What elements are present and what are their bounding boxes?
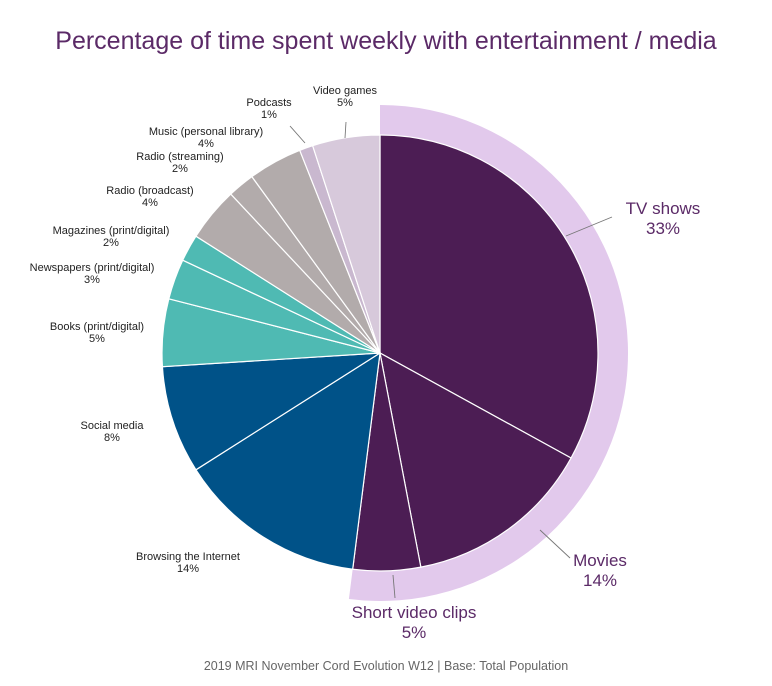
slice-value-label: 5% [337,97,353,109]
slice-label: Social media [81,420,145,432]
slice-label: Podcasts [246,97,292,109]
pie-slice [379,134,599,459]
leader-line [565,216,613,237]
pie-slice [311,134,381,354]
pie-slice [195,351,381,570]
slice-value-label: 4% [198,138,214,150]
slice-value-label: 5% [89,333,105,345]
slice-label: Movies [573,551,627,570]
pie-slice [161,352,381,471]
slice-label: Music (personal library) [149,126,263,138]
slice-label: TV shows [626,199,701,218]
slice-value-label: 3% [84,274,100,286]
slice-label: Newspapers (print/digital) [30,262,155,274]
slice-label: Video games [313,85,378,97]
leader-line [289,125,306,144]
slice-label: Books (print/digital) [50,321,144,333]
slice-value-label: 2% [103,237,119,249]
slice-value-label: 14% [177,563,199,575]
slice-value-label: 5% [402,623,427,642]
slice-label: Short video clips [352,603,477,622]
leader-line [392,574,396,599]
leader-line [344,121,347,139]
chart-title: Percentage of time spent weekly with ent… [55,27,717,55]
slice-label: Browsing the Internet [136,551,240,563]
slice-value-label: 8% [104,432,120,444]
slice-value-label: 14% [583,571,617,590]
slice-label: Radio (streaming) [136,151,223,163]
chart-footer: 2019 MRI November Cord Evolution W12 | B… [204,659,568,673]
slice-value-label: 1% [261,109,277,121]
slice-value-label: 33% [646,219,680,238]
slice-value-label: 4% [142,197,158,209]
leader-line [539,529,571,559]
pie-slice [379,351,572,568]
slice-value-label: 2% [172,163,188,175]
slice-label: Magazines (print/digital) [53,225,170,237]
slice-label: Radio (broadcast) [106,185,193,197]
